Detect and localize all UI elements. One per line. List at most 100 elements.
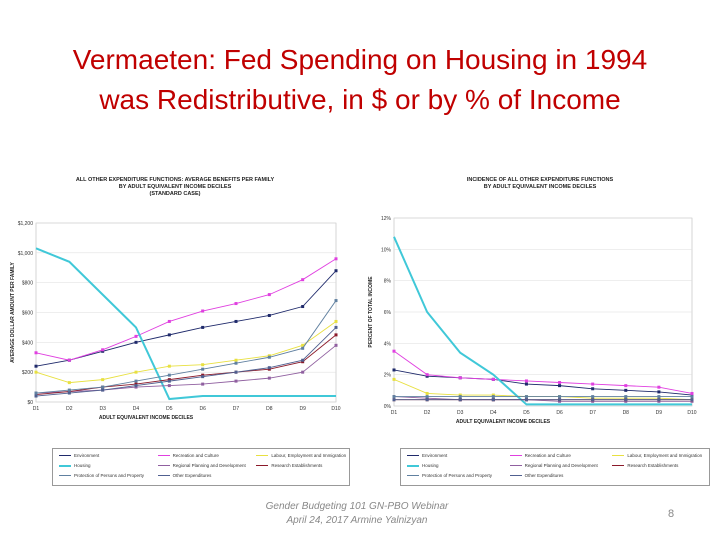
footer-line-2: April 24, 2017 Armine Yalnizyan bbox=[286, 515, 428, 526]
series-line bbox=[35, 300, 337, 394]
data-point bbox=[690, 395, 694, 399]
y-tick-label: 12% bbox=[381, 216, 392, 222]
data-point bbox=[301, 370, 305, 374]
data-point bbox=[558, 395, 562, 399]
legend-swatch bbox=[612, 455, 625, 457]
legend-entry: Environment bbox=[407, 453, 447, 459]
x-tick-label: D9 bbox=[299, 406, 306, 412]
x-tick-label: D1 bbox=[33, 406, 40, 412]
legend-swatch bbox=[612, 465, 625, 467]
x-tick-label: D6 bbox=[556, 410, 563, 416]
data-point bbox=[425, 398, 429, 402]
series-line bbox=[35, 344, 337, 394]
legend-entry: Research Establishments bbox=[612, 463, 678, 469]
legend-label: Labour, Employment and Immigration bbox=[627, 453, 703, 458]
series-line bbox=[393, 396, 692, 402]
legend-label: Protection of Persons and Property bbox=[74, 473, 145, 478]
data-point bbox=[591, 382, 595, 386]
left-chart-title-line-3: (STANDARD CASE) bbox=[149, 191, 201, 197]
data-point bbox=[657, 395, 661, 399]
data-point bbox=[134, 370, 138, 374]
data-point bbox=[234, 361, 238, 365]
x-tick-label: D3 bbox=[99, 406, 106, 412]
data-point bbox=[624, 399, 628, 403]
data-point bbox=[392, 368, 396, 372]
series-line bbox=[35, 321, 337, 384]
data-point bbox=[657, 390, 661, 394]
y-tick-label: $1,000 bbox=[18, 251, 34, 257]
left-chart-legend: Environment Recreation and Culture Labour,… bbox=[52, 448, 350, 486]
data-point bbox=[392, 377, 396, 381]
y-tick-label: 10% bbox=[381, 247, 392, 253]
legend-entry: Protection of Persons and Property bbox=[59, 473, 144, 479]
x-tick-label: D8 bbox=[623, 410, 630, 416]
y-tick-label: $200 bbox=[22, 370, 33, 376]
data-point bbox=[34, 364, 38, 368]
data-point bbox=[267, 313, 271, 317]
right-chart-title: INCIDENCE OF ALL OTHER EXPENDITURE FUNCT… bbox=[440, 177, 640, 191]
data-point bbox=[234, 302, 238, 306]
data-point bbox=[334, 269, 338, 273]
data-point bbox=[624, 384, 628, 388]
legend-label: Research Establishments bbox=[627, 463, 679, 468]
right-chart-legend: Environment Recreation and Culture Labour,… bbox=[400, 448, 710, 486]
series-line bbox=[35, 334, 337, 395]
legend-swatch bbox=[157, 475, 170, 477]
data-point bbox=[425, 374, 429, 378]
data-point bbox=[334, 299, 338, 303]
data-point bbox=[34, 394, 38, 398]
x-axis-label: ADULT EQUIVALENT INCOME DECILES bbox=[456, 419, 551, 425]
data-point bbox=[134, 384, 138, 388]
y-tick-label: $600 bbox=[22, 311, 33, 317]
legend-swatch bbox=[256, 455, 269, 457]
data-point bbox=[201, 375, 205, 379]
data-point bbox=[101, 348, 105, 352]
left-line-chart: $0 $200 $400 $600 $800 $1,000 $1,200 D1 D2 D3 D4 D5… bbox=[10, 221, 341, 421]
legend-entry: Environment bbox=[59, 453, 99, 459]
legend-entry: Labour, Employment and Immigration bbox=[256, 453, 346, 459]
legend-entry: Housing bbox=[59, 463, 91, 469]
legend-label: Regional Planning and Development bbox=[524, 463, 598, 468]
x-tick-label: D2 bbox=[424, 410, 431, 416]
y-axis-label: PERCENT OF TOTAL INCOME bbox=[368, 276, 374, 348]
data-point bbox=[624, 396, 628, 400]
x-tick-label: D2 bbox=[66, 406, 73, 412]
data-point bbox=[301, 358, 305, 362]
data-point bbox=[301, 346, 305, 350]
data-point bbox=[425, 395, 429, 399]
data-point bbox=[267, 293, 271, 297]
data-point bbox=[491, 395, 495, 399]
legend-swatch bbox=[407, 455, 419, 457]
data-point bbox=[690, 399, 694, 403]
legend-label: Housing bbox=[422, 463, 439, 468]
data-point bbox=[34, 391, 38, 395]
legend-label: Labour, Employment and Immigration bbox=[271, 453, 347, 458]
legend-swatch bbox=[407, 464, 419, 467]
data-point bbox=[591, 398, 595, 402]
x-tick-label: D1 bbox=[391, 410, 398, 416]
data-point bbox=[134, 334, 138, 338]
data-point bbox=[657, 385, 661, 389]
data-point bbox=[657, 399, 661, 403]
data-point bbox=[392, 398, 396, 402]
series-line bbox=[393, 236, 692, 406]
slide-title-line-1: Vermaeten: Fed Spending on Housing in 19… bbox=[72, 44, 648, 75]
x-tick-label: D6 bbox=[199, 406, 206, 412]
data-point bbox=[392, 395, 396, 399]
data-point bbox=[201, 367, 205, 371]
legend-entry: Research Establishments bbox=[256, 463, 322, 469]
data-point bbox=[167, 319, 171, 323]
data-point bbox=[458, 398, 462, 402]
data-point bbox=[591, 387, 595, 391]
data-point bbox=[234, 358, 238, 362]
series-line bbox=[35, 270, 337, 367]
legend-swatch bbox=[157, 455, 170, 457]
legend-label: Research Establishments bbox=[271, 463, 323, 468]
data-point bbox=[101, 385, 105, 389]
data-point bbox=[334, 325, 338, 329]
legend-swatch bbox=[59, 464, 71, 467]
y-tick-label: $1,200 bbox=[18, 221, 34, 227]
data-point bbox=[334, 257, 338, 261]
x-tick-label: D7 bbox=[589, 410, 596, 416]
data-point bbox=[334, 319, 338, 323]
